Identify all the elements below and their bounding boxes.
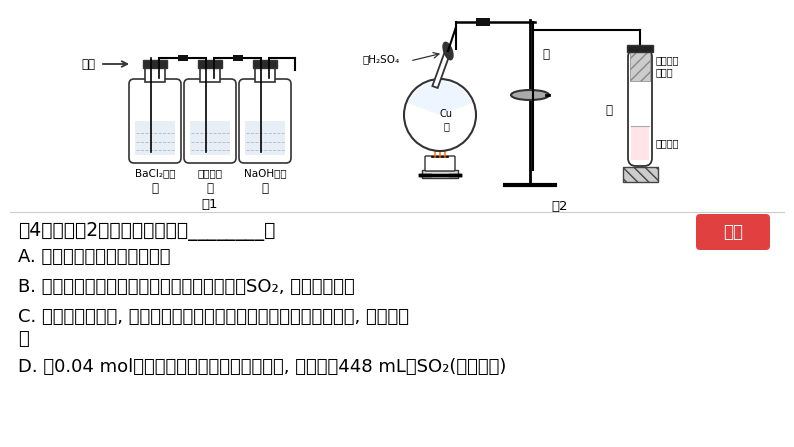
- Bar: [143, 60, 167, 68]
- FancyBboxPatch shape: [628, 49, 652, 166]
- Text: 气体: 气体: [81, 58, 95, 71]
- Wedge shape: [408, 81, 472, 115]
- Text: 甲: 甲: [542, 49, 549, 62]
- FancyBboxPatch shape: [184, 79, 236, 163]
- Bar: [253, 60, 277, 68]
- Text: 丙: 丙: [261, 182, 268, 195]
- Bar: [190, 121, 230, 155]
- Text: BaCl₂溶液: BaCl₂溶液: [135, 168, 175, 178]
- Text: 浓H₂SO₄: 浓H₂SO₄: [363, 54, 400, 64]
- Text: 乙: 乙: [605, 104, 612, 117]
- Text: D. 含0.04 mol溶质的浓硫酸与足量的铜片反应, 能收集到448 mL的SO₂(标准状况): D. 含0.04 mol溶质的浓硫酸与足量的铜片反应, 能收集到448 mL的S…: [18, 358, 507, 376]
- Text: Cu
片: Cu 片: [440, 109, 453, 131]
- Bar: [198, 60, 222, 68]
- Bar: [178, 55, 187, 61]
- Text: B. 试管乙中浸有碱液的棉花作用是吸收过量的SO₂, 防止环境污染: B. 试管乙中浸有碱液的棉花作用是吸收过量的SO₂, 防止环境污染: [18, 278, 355, 296]
- Circle shape: [404, 79, 476, 151]
- Text: 图1: 图1: [202, 198, 218, 211]
- Text: 品红溶液: 品红溶液: [198, 168, 222, 178]
- FancyBboxPatch shape: [129, 79, 181, 163]
- Text: A. 该反应中浓硫酸只体现酸性: A. 该反应中浓硫酸只体现酸性: [18, 248, 171, 266]
- Bar: [631, 126, 649, 160]
- Bar: [135, 121, 175, 155]
- Bar: [630, 52, 650, 81]
- Bar: [200, 68, 220, 82]
- Text: 甲: 甲: [152, 182, 159, 195]
- Bar: [233, 55, 242, 61]
- FancyBboxPatch shape: [696, 214, 770, 250]
- Bar: [145, 68, 165, 82]
- Ellipse shape: [511, 90, 549, 100]
- Text: （4）有关图2实验说法正确的是________。: （4）有关图2实验说法正确的是________。: [18, 222, 276, 241]
- Text: 图2: 图2: [552, 200, 569, 213]
- Text: C. 反应一段时间后, 将冷却后试管甲中的溶液缓慢倒入盛有水的烧杯, 溶液显蓝: C. 反应一段时间后, 将冷却后试管甲中的溶液缓慢倒入盛有水的烧杯, 溶液显蓝: [18, 308, 409, 326]
- Text: 品红溶液: 品红溶液: [656, 138, 680, 148]
- Polygon shape: [433, 50, 451, 88]
- FancyBboxPatch shape: [239, 79, 291, 163]
- Text: 色: 色: [18, 330, 29, 348]
- FancyBboxPatch shape: [425, 156, 455, 171]
- Bar: [255, 68, 275, 82]
- Text: 浸有碱液
的棉花: 浸有碱液 的棉花: [656, 55, 680, 77]
- Text: 解析: 解析: [723, 223, 743, 241]
- Bar: [622, 167, 657, 182]
- Bar: [422, 170, 458, 178]
- Bar: [627, 45, 653, 52]
- Bar: [476, 18, 490, 26]
- Text: NaOH溶液: NaOH溶液: [244, 168, 287, 178]
- Text: 乙: 乙: [206, 182, 214, 195]
- Ellipse shape: [443, 42, 453, 59]
- Bar: [245, 121, 285, 155]
